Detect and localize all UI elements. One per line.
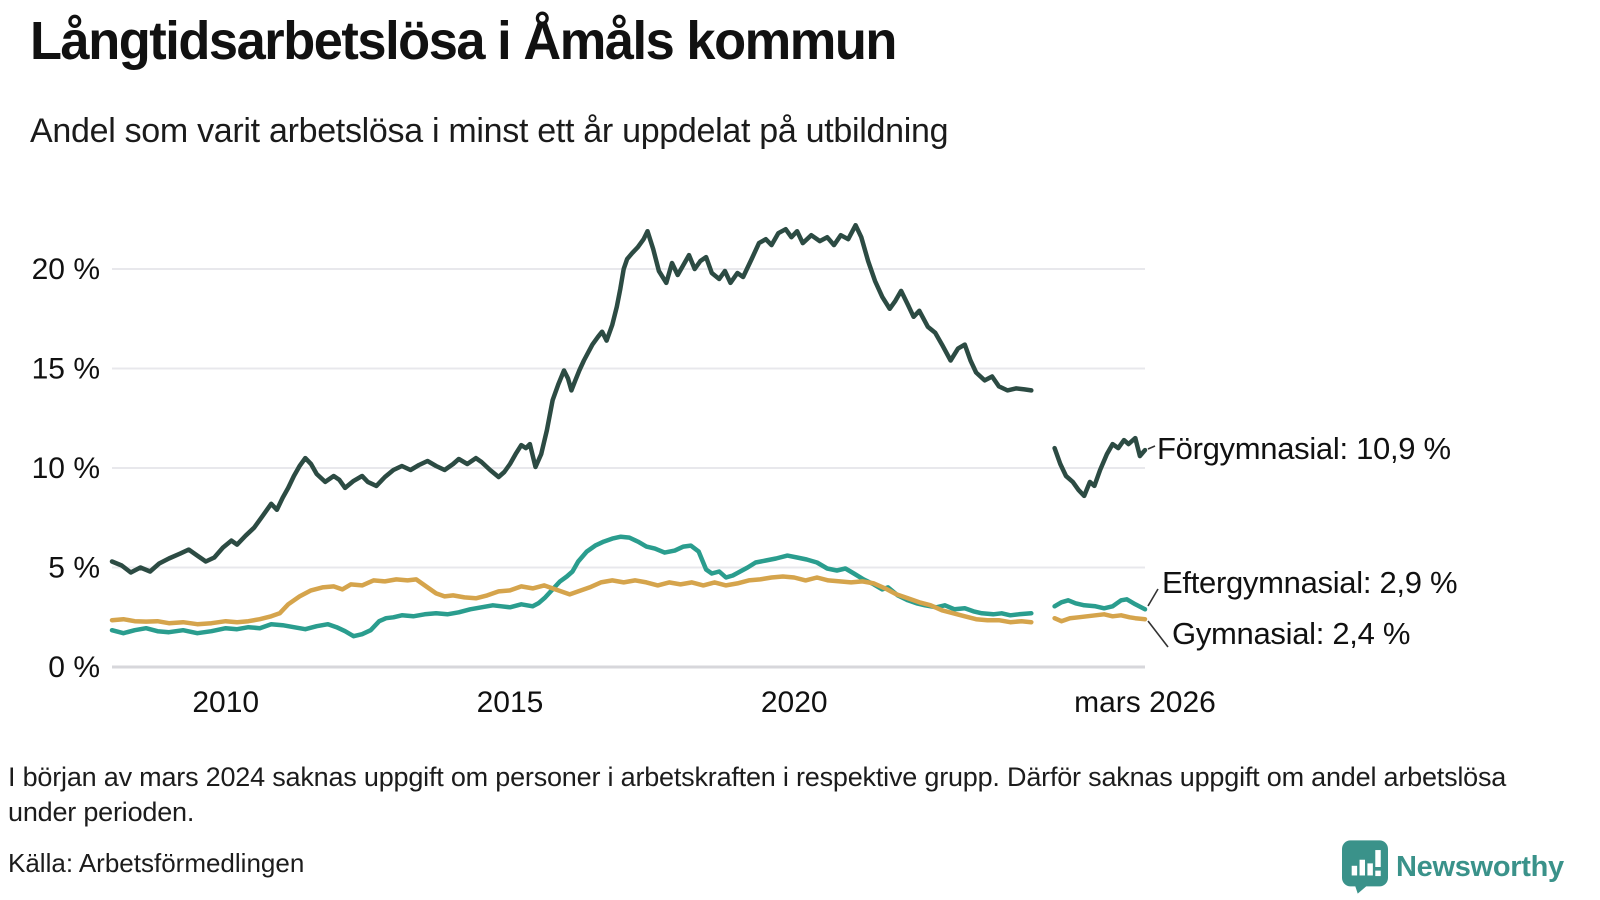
series-line-eftergymnasial-seg2	[1052, 597, 1148, 612]
logo-exclamation-bar	[1375, 850, 1381, 867]
logo-bar-1	[1351, 865, 1358, 876]
series-end-label-gymnasial: Gymnasial: 2,4 %	[1172, 616, 1410, 651]
footnote: I början av mars 2024 saknas uppgift om …	[8, 762, 1507, 828]
series-end-label-eftergymnasial: Eftergymnasial: 2,9 %	[1162, 565, 1457, 600]
logo-bar-2	[1359, 859, 1365, 876]
leader-line-gymnasial	[1147, 620, 1169, 648]
newsworthy-logo-text: Newsworthy	[1396, 850, 1564, 883]
y-tick-label: 10 %	[32, 452, 100, 485]
source-label: Källa: Arbetsförmedlingen	[8, 848, 305, 878]
series-line-förgymnasial-seg2	[1052, 435, 1148, 499]
y-tick-label: 20 %	[32, 253, 100, 286]
leader-line-förgymnasial	[1147, 445, 1156, 450]
series-line-gymnasial-seg2	[1052, 612, 1148, 624]
x-tick-label: mars 2026	[1074, 686, 1216, 719]
newsworthy-logo-icon	[1342, 840, 1388, 894]
y-tick-label: 5 %	[48, 552, 100, 585]
chart-subtitle: Andel som varit arbetslösa i minst ett å…	[30, 112, 949, 150]
x-tick-label: 2020	[761, 686, 828, 719]
logo-exclamation-dot	[1375, 870, 1381, 877]
y-tick-label: 15 %	[32, 353, 100, 386]
page-title: Långtidsarbetslösa i Åmåls kommun	[30, 11, 897, 71]
y-tick-label: 0 %	[48, 651, 100, 684]
series-line-gymnasial-seg1	[109, 574, 1034, 627]
series-line-förgymnasial-seg1	[109, 222, 1034, 575]
leader-line-eftergymnasial	[1147, 588, 1159, 607]
x-tick-label: 2015	[477, 686, 544, 719]
logo-bar-3	[1367, 863, 1373, 876]
series-end-label-förgymnasial: Förgymnasial: 10,9 %	[1157, 431, 1451, 466]
newsworthy-logo: Newsworthy	[1342, 840, 1564, 894]
x-tick-label: 2010	[192, 686, 259, 719]
